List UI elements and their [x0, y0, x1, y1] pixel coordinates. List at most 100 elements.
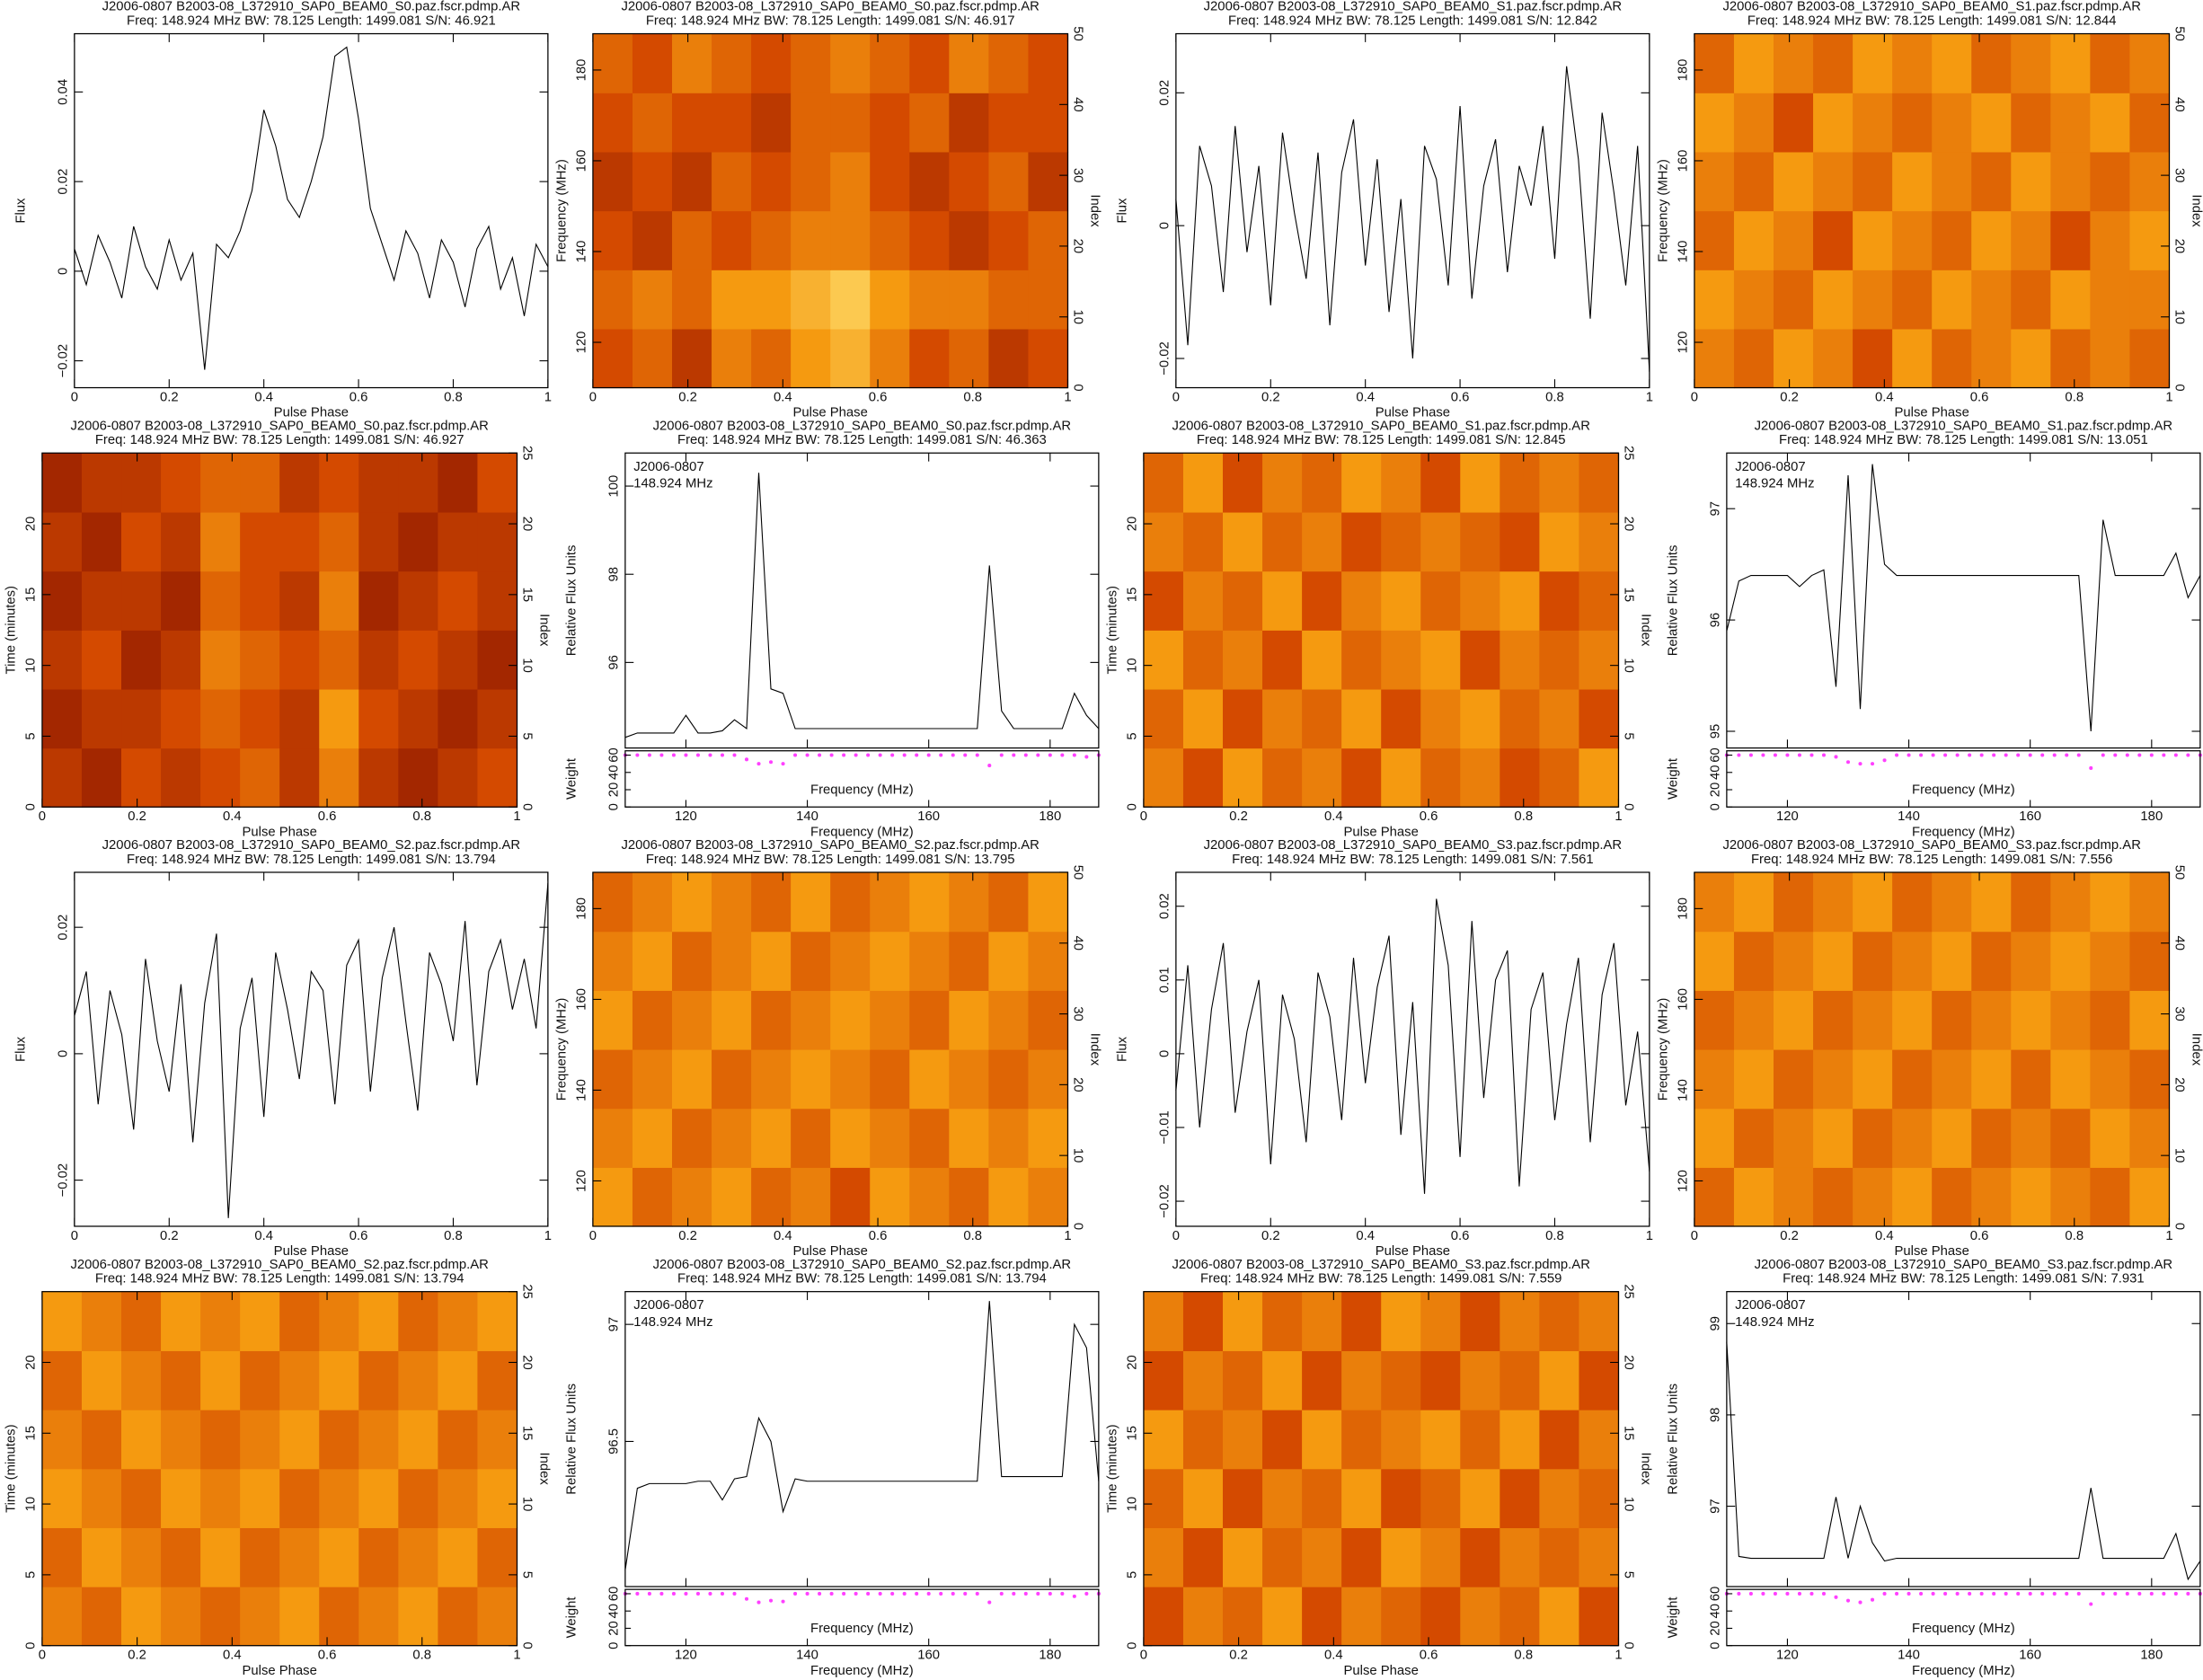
heatmap-cell [279, 1527, 320, 1587]
weight-point [2089, 1602, 2093, 1606]
heatmap-cell [909, 93, 950, 153]
y-axis-label: Frequency (MHz) [1656, 998, 1670, 1101]
x-tick-label: 0 [589, 1229, 597, 1243]
heatmap-cell [909, 1048, 950, 1110]
heatmap-cell [438, 1468, 479, 1528]
heatmap-cell [438, 630, 479, 690]
heatmap-cell [592, 990, 633, 1050]
heatmap-cell [988, 33, 1030, 93]
weight-point [1907, 753, 1911, 757]
heatmap-cell [477, 1468, 518, 1528]
heatmap-cell [1341, 1587, 1382, 1647]
heatmap-cell [1774, 871, 1814, 933]
weight-y-tick-label: 0 [606, 1642, 621, 1649]
heatmap-cell [161, 1468, 201, 1528]
y-axis-label: Flux [13, 198, 28, 224]
heatmap-cell [712, 210, 752, 270]
heatmap-cell [1853, 1108, 1893, 1168]
weight-y-tick-label: 60 [606, 747, 621, 763]
weight-point [1809, 753, 1814, 757]
x-tick-label: 140 [1898, 1649, 1920, 1663]
y2-tick-label: 25 [1621, 1284, 1635, 1299]
weight-point [829, 1591, 834, 1596]
y2-axis-label: Index [1087, 1033, 1102, 1066]
heatmap-cell [398, 1410, 439, 1470]
heatmap-cell [279, 1291, 320, 1351]
heatmap-cell [1028, 871, 1069, 933]
heatmap-cell [279, 1410, 320, 1470]
heatmap-cell [632, 871, 673, 933]
y2-tick-label: 50 [2172, 26, 2186, 41]
heatmap-cell [358, 453, 399, 513]
weight-point [2125, 753, 2129, 757]
heatmap-cell [1892, 1167, 1933, 1227]
weight-point [2173, 753, 2178, 757]
profile-line [1175, 898, 1650, 1194]
weight-point [915, 1591, 919, 1596]
x-tick-label: 0.6 [869, 1229, 888, 1243]
heatmap-cell [319, 1527, 359, 1587]
heatmap-cell [2129, 1108, 2171, 1168]
weight-point [975, 753, 979, 757]
weight-point [1834, 1595, 1838, 1599]
heatmap-cell [161, 570, 201, 631]
heatmap-cell [438, 1410, 479, 1470]
heatmap-cell [240, 1527, 280, 1587]
heatmap-cell [1143, 570, 1184, 631]
heatmap-cell [1892, 33, 1933, 93]
heatmap-cell [1694, 1048, 1735, 1110]
heatmap-cell [477, 1527, 518, 1587]
heatmap-cell [1182, 630, 1224, 690]
y-tick-label: 98 [606, 567, 621, 582]
chart-subtitle: Freq: 148.924 MHz BW: 78.125 Length: 149… [127, 13, 496, 28]
heatmap-cell [358, 688, 399, 749]
heatmap-cell [712, 1108, 752, 1168]
heatmap-cell [398, 630, 439, 690]
heatmap-cell [830, 270, 871, 330]
weight-point [1955, 753, 1960, 757]
heatmap-cell [909, 210, 950, 270]
weight-point [2004, 1591, 2008, 1596]
heatmap-cell [1143, 1587, 1184, 1647]
weight-point [1979, 753, 1984, 757]
heatmap-cell [909, 990, 950, 1050]
heatmap-cell [81, 630, 122, 690]
heatmap-cell [477, 1291, 518, 1351]
weight-y-tick-label: 40 [1708, 765, 1722, 781]
heatmap-cell [319, 630, 359, 690]
heatmap-cell [1733, 990, 1774, 1050]
y2-tick-label: 40 [2172, 97, 2186, 112]
heatmap-cell [1971, 1048, 2012, 1110]
x-axis-label: Frequency (MHz) [1912, 1664, 2015, 1678]
weight-point [2089, 765, 2093, 770]
chart-title: J2006-0807 B2003-08_L372910_SAP0_BEAM0_S… [1172, 419, 1590, 433]
x-tick-label: 1 [1646, 1229, 1653, 1243]
heatmap-cell [1182, 1410, 1224, 1470]
heatmap-cell [2129, 1048, 2171, 1110]
profile-line [624, 473, 1100, 738]
weight-point [781, 1599, 785, 1604]
heatmap-cell [1500, 688, 1541, 749]
y-tick-label: 98 [1708, 1408, 1722, 1423]
heatmap-cell [1182, 1291, 1224, 1351]
heatmap-cell [319, 1350, 359, 1410]
heatmap-cell [81, 1468, 122, 1528]
x-tick-label: 0 [1172, 390, 1180, 404]
heatmap-cell [358, 1468, 399, 1528]
x-tick-label: 0.4 [1356, 1229, 1375, 1243]
heatmap-cell [2129, 33, 2171, 93]
x-tick-label: 0 [1691, 1229, 1698, 1243]
y-tick-label: 5 [23, 1571, 38, 1578]
heatmap-cell [1460, 1350, 1500, 1410]
y2-tick-label: 10 [1070, 1148, 1084, 1163]
heatmap-cell [751, 33, 792, 93]
weight-y-label: Weight [564, 757, 579, 800]
heatmap-cell [1500, 570, 1541, 631]
heatmap-cell [1813, 210, 1854, 270]
heatmap-cell [1892, 210, 1933, 270]
y-tick-label: 10 [23, 658, 38, 673]
y2-tick-label: 15 [1621, 1426, 1635, 1441]
weight-frame [1726, 1588, 2201, 1647]
heatmap-cell [830, 328, 871, 389]
plot-frame [74, 32, 549, 389]
